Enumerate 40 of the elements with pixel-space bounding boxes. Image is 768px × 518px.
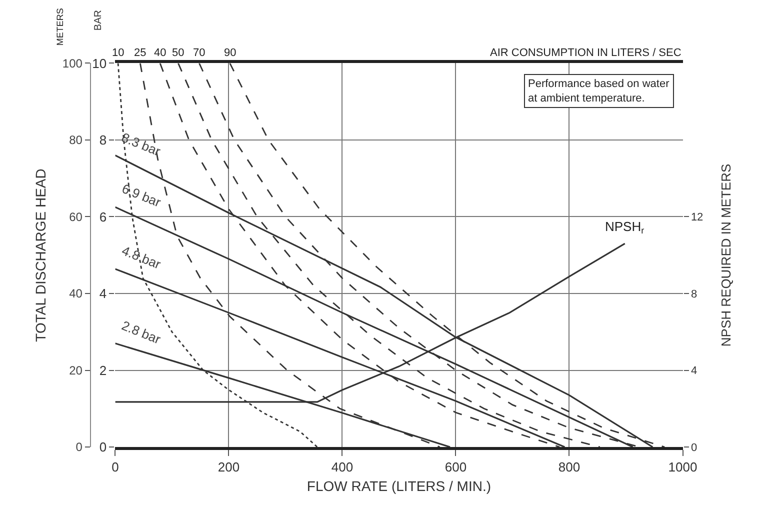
y3-tick-label: 8 xyxy=(99,132,107,148)
text: 4.8 bar xyxy=(120,242,164,272)
y2-tick-label: 8 xyxy=(690,288,698,300)
x2-axis-title: AIR CONSUMPTION IN LITERS / SEC xyxy=(490,47,682,59)
text: 6.9 bar xyxy=(120,180,164,210)
y-tick-label: 80 xyxy=(69,133,83,148)
y2-axis-title: NPSH REQUIRED IN METERS xyxy=(718,164,734,347)
y3-axis-title: BAR xyxy=(93,10,104,31)
y2-tick-label: 12 xyxy=(690,212,704,224)
y-tick-label: 0 xyxy=(76,440,83,454)
y3-tick-label: 0 xyxy=(99,440,107,455)
text: 8.3 bar xyxy=(120,130,164,160)
text: METERS xyxy=(55,8,66,46)
text: 2.8 bar xyxy=(120,318,164,348)
x-tick-label: 1000 xyxy=(668,460,698,475)
x-tick-label: 0 xyxy=(112,460,119,475)
series-label: NPSH$_{r}$ xyxy=(605,219,644,236)
x-tick-label: 800 xyxy=(558,460,580,475)
y-tick-label: 40 xyxy=(69,286,83,301)
y3-tick-label: 10 xyxy=(92,56,107,71)
x-tick-label: 200 xyxy=(218,460,240,475)
x-tick-label: 400 xyxy=(331,460,354,475)
x-axis-title: FLOW RATE (LITERS / MIN.) xyxy=(306,478,492,494)
y3-tick-label: 2 xyxy=(99,362,107,378)
series-label: 70 xyxy=(193,47,206,59)
x-tick-label: 600 xyxy=(444,460,467,475)
y3-tick-label: 6 xyxy=(99,209,107,224)
y3-tick-label: 4 xyxy=(99,286,107,302)
annotation: Performance based on water at ambient temperature. xyxy=(528,78,670,104)
y2-tick-label: 0 xyxy=(690,442,698,454)
y2-tick-label: 4 xyxy=(690,365,698,378)
series-label: 50 xyxy=(172,47,184,59)
y-tick-label: 20 xyxy=(69,363,83,378)
series-label: 25 xyxy=(134,47,146,59)
y-axis-title: TOTAL DISCHARGE HEAD xyxy=(32,168,49,342)
y-tick-label: 60 xyxy=(69,210,83,224)
y-tick-label: 100 xyxy=(62,56,83,70)
series-label: 40 xyxy=(154,47,166,59)
series-label: 90 xyxy=(224,47,236,59)
series-label: 10 xyxy=(112,47,124,59)
